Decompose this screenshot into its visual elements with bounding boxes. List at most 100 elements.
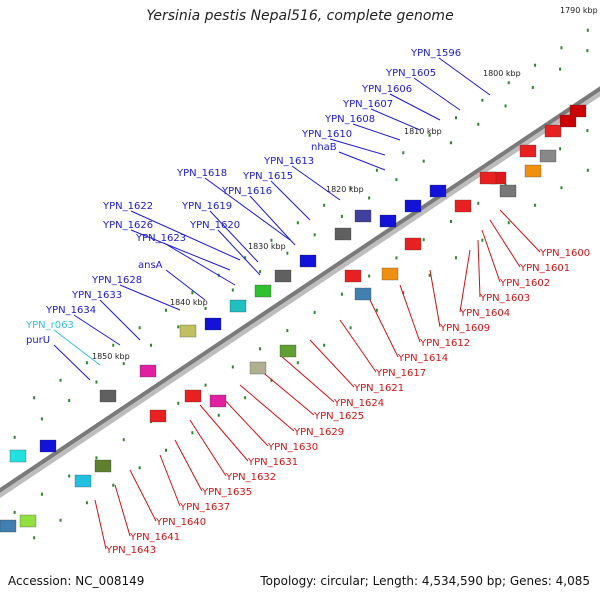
reverse-gene-label: YPN_1602 xyxy=(499,278,550,289)
kbp-tick-label: 1820 kbp xyxy=(326,185,364,194)
gene-leader-line xyxy=(459,249,471,313)
reverse-gene-label: YPN_1614 xyxy=(397,353,448,364)
track-tick xyxy=(177,401,180,405)
track-tick xyxy=(586,49,589,53)
forward-gene-block xyxy=(569,104,587,118)
gene-leader-line xyxy=(329,138,386,156)
track-tick xyxy=(59,518,62,522)
reverse-gene-block xyxy=(74,474,92,488)
track-tick xyxy=(455,116,457,120)
track-tick xyxy=(270,378,273,382)
gene-leader-line xyxy=(94,499,107,550)
track-tick xyxy=(349,186,352,190)
gene-leader-line xyxy=(189,419,227,477)
reverse-gene-block xyxy=(0,519,17,533)
reverse-gene-label: YPN_1617 xyxy=(375,368,426,379)
track-tick xyxy=(481,98,484,102)
track-tick xyxy=(68,398,71,402)
track-tick xyxy=(313,233,316,237)
gene-leader-line xyxy=(219,394,269,447)
track-tick xyxy=(455,256,457,260)
gene-leader-line xyxy=(399,284,421,343)
reverse-gene-label: YPN_1601 xyxy=(519,263,570,274)
gene-leader-line xyxy=(259,369,315,416)
reverse-gene-label: YPN_1600 xyxy=(539,248,590,259)
track-tick xyxy=(340,214,343,218)
reverse-gene-label: YPN_1641 xyxy=(129,532,180,543)
forward-gene-block xyxy=(354,209,372,223)
gene-leader-line xyxy=(209,210,259,263)
kbp-tick-label: 1840 kbp xyxy=(170,298,208,307)
track-tick xyxy=(534,203,537,207)
track-tick xyxy=(286,251,289,255)
track-tick xyxy=(368,274,371,278)
track-tick xyxy=(138,326,141,330)
reverse-gene-block xyxy=(559,114,577,128)
gene-leader-line xyxy=(291,165,341,201)
track-tick xyxy=(270,238,273,242)
track-tick xyxy=(340,292,343,296)
forward-gene-label: YPN_1622 xyxy=(102,201,153,212)
reverse-gene-block xyxy=(149,409,167,423)
track-tick xyxy=(586,28,589,32)
track-tick xyxy=(560,186,563,190)
track-tick xyxy=(450,220,452,223)
track-tick xyxy=(68,474,71,478)
track-tick xyxy=(33,536,36,540)
track-tick xyxy=(244,256,247,260)
reverse-gene-label: YPN_1632 xyxy=(225,472,276,483)
track-tick xyxy=(450,141,452,145)
track-tick xyxy=(191,291,194,295)
kbp-tick-label: 1810 kbp xyxy=(404,127,442,136)
reverse-gene-label: YPN_1629 xyxy=(293,427,344,438)
track-tick xyxy=(191,431,194,435)
reverse-gene-block xyxy=(19,514,37,528)
reverse-gene-label: YPN_1621 xyxy=(353,383,404,394)
forward-gene-block xyxy=(139,364,157,378)
reverse-gene-block xyxy=(344,269,362,283)
gene-leader-line xyxy=(165,269,206,301)
reverse-gene-label: YPN_1640 xyxy=(155,517,206,528)
gene-leader-line xyxy=(309,339,355,388)
reverse-gene-label: YPN_1624 xyxy=(333,398,384,409)
reverse-gene-label: YPN_1603 xyxy=(479,293,530,304)
track-tick xyxy=(259,270,262,274)
track-tick xyxy=(586,168,589,172)
gene-leader-line xyxy=(338,151,386,171)
track-tick xyxy=(477,201,480,205)
track-tick xyxy=(231,288,234,292)
track-tick xyxy=(244,396,247,400)
reverse-gene-block xyxy=(354,287,372,301)
forward-gene-block xyxy=(179,324,197,338)
reverse-gene-block xyxy=(499,184,517,198)
reverse-gene-label: YPN_1612 xyxy=(419,338,470,349)
track-tick xyxy=(112,343,115,347)
reverse-gene-block xyxy=(524,164,542,178)
kbp-tick-label: 1800 kbp xyxy=(483,69,521,78)
forward-gene-label: nhaB xyxy=(311,142,337,153)
forward-gene-block xyxy=(9,449,27,463)
track-tick xyxy=(531,86,534,90)
track-tick xyxy=(349,326,352,330)
forward-gene-block xyxy=(519,144,537,158)
reverse-gene-block xyxy=(479,171,497,185)
track-tick xyxy=(313,310,316,314)
forward-gene-label: YPN_1615 xyxy=(242,171,293,182)
reverse-gene-label: YPN_1635 xyxy=(201,487,252,498)
gene-leader-line xyxy=(159,454,181,507)
track-tick xyxy=(33,396,36,400)
forward-gene-label: YPN_1608 xyxy=(324,114,375,125)
forward-gene-block xyxy=(39,439,57,453)
forward-gene-label: YPN_1619 xyxy=(181,201,232,212)
gene-leader-line xyxy=(130,210,241,261)
track-tick xyxy=(375,308,378,312)
track-tick xyxy=(40,417,43,421)
track-tick xyxy=(395,178,398,182)
forward-gene-label: YPN_1596 xyxy=(410,48,461,59)
track-tick xyxy=(504,104,507,108)
gene-leader-line xyxy=(477,239,481,298)
gene-leader-line xyxy=(438,57,491,96)
forward-gene-block xyxy=(404,199,422,213)
track-tick xyxy=(150,343,152,347)
gene-leader-line xyxy=(499,209,541,253)
